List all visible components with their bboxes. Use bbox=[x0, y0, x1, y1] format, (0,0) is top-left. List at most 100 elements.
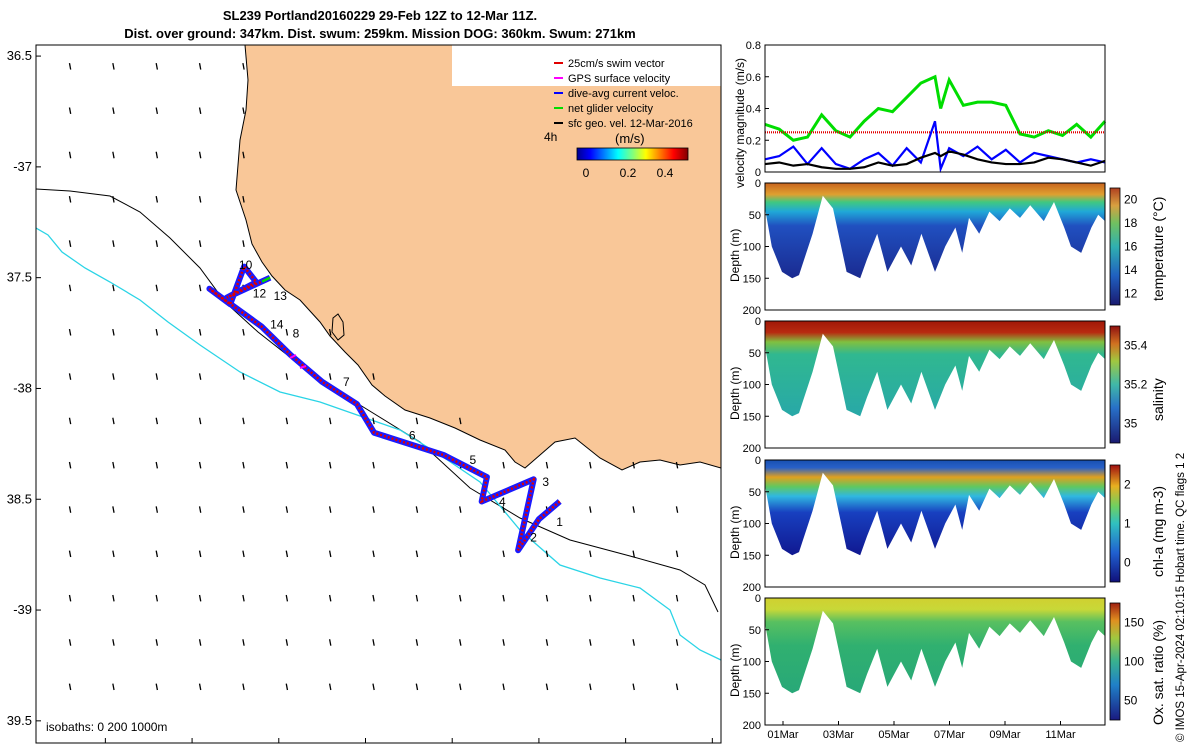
current-arrow bbox=[198, 506, 202, 513]
colorbar-title: (m/s) bbox=[615, 131, 645, 146]
track-day-label: 1 bbox=[556, 515, 563, 529]
current-arrow bbox=[459, 594, 462, 602]
section-panels: 05010015020012141618200501001502003535.2… bbox=[743, 178, 1148, 741]
current-arrow bbox=[112, 328, 115, 336]
date-tick: 09Mar bbox=[989, 729, 1021, 741]
velocity-y-tick: 0.8 bbox=[746, 40, 761, 52]
current-arrow bbox=[242, 373, 245, 380]
current-arrow bbox=[155, 417, 159, 425]
current-arrow bbox=[372, 683, 375, 691]
current-arrow bbox=[112, 594, 115, 602]
current-arrow bbox=[415, 550, 419, 558]
depth-tick: 50 bbox=[749, 625, 761, 637]
section-fill bbox=[765, 321, 1105, 417]
current-arrow bbox=[285, 683, 289, 691]
depth-tick: 150 bbox=[743, 273, 761, 285]
current-arrow bbox=[589, 639, 592, 646]
current-arrow bbox=[502, 594, 505, 602]
glider-track bbox=[206, 263, 562, 554]
isobaths-label: isobaths: 0 200 1000m bbox=[46, 720, 167, 734]
current-arrow bbox=[545, 594, 549, 602]
map-y-tick: 39.5 bbox=[7, 713, 32, 728]
velocity-ylabel: velocity magnitude (m/s) bbox=[733, 57, 747, 188]
current-arrow bbox=[155, 63, 159, 70]
current-arrow bbox=[68, 151, 72, 159]
cbar-tick: 12 bbox=[1124, 286, 1138, 300]
gps-velocity-arrow bbox=[289, 354, 297, 359]
current-arrow bbox=[112, 284, 115, 292]
current-arrow bbox=[285, 639, 289, 646]
current-arrow bbox=[372, 550, 375, 558]
current-arrow bbox=[242, 683, 245, 691]
velocity-series-line bbox=[764, 74, 1107, 142]
section-colorbar bbox=[1109, 464, 1121, 583]
current-arrow bbox=[112, 550, 115, 558]
track-day-label: 5 bbox=[470, 453, 477, 467]
current-arrow bbox=[242, 417, 245, 425]
current-arrow bbox=[198, 550, 202, 558]
current-arrow bbox=[415, 639, 419, 646]
current-arrow bbox=[328, 373, 332, 380]
current-arrow bbox=[589, 594, 592, 602]
current-arrow bbox=[155, 195, 159, 203]
depth-tick: 0 bbox=[755, 316, 761, 328]
current-arrow bbox=[155, 461, 159, 469]
current-arrow bbox=[68, 240, 72, 247]
current-arrow bbox=[198, 240, 202, 247]
current-arrow bbox=[589, 550, 592, 558]
depth-tick: 200 bbox=[743, 720, 761, 732]
time-step-label: 4h bbox=[544, 130, 557, 144]
current-arrow bbox=[198, 328, 202, 336]
track-day-label: 10 bbox=[239, 258, 253, 272]
track-day-label: 3 bbox=[542, 475, 549, 489]
current-arrow bbox=[502, 683, 505, 691]
current-arrow bbox=[198, 594, 202, 602]
current-arrow bbox=[502, 639, 505, 646]
depth-tick: 200 bbox=[743, 443, 761, 455]
current-arrow bbox=[328, 417, 332, 425]
current-arrow bbox=[198, 461, 202, 469]
map-y-tick: -38 bbox=[13, 380, 32, 395]
current-arrow bbox=[155, 107, 159, 114]
legend-sfc: sfc geo. vel. 12-Mar-2016 bbox=[568, 118, 693, 130]
current-arrow bbox=[459, 506, 462, 513]
section-4: 0 50 100 150 200 0 1 2 bbox=[743, 455, 1131, 594]
map-y-tick: -39 bbox=[13, 602, 32, 617]
current-arrow bbox=[68, 506, 72, 513]
current-arrow bbox=[68, 195, 72, 203]
current-arrow bbox=[328, 639, 332, 646]
current-arrow bbox=[112, 107, 115, 114]
track-day-label: 12 bbox=[253, 287, 267, 301]
section-colorbar bbox=[1109, 325, 1121, 444]
current-arrow bbox=[589, 506, 592, 513]
depth-tick: 150 bbox=[743, 411, 761, 423]
current-arrow bbox=[112, 417, 115, 425]
current-arrow bbox=[328, 594, 332, 602]
current-arrow bbox=[155, 240, 159, 247]
current-arrow bbox=[415, 683, 419, 691]
current-arrow bbox=[68, 107, 72, 114]
current-arrow bbox=[68, 328, 72, 336]
current-vector-field bbox=[68, 63, 679, 691]
current-arrow bbox=[198, 107, 202, 114]
map-y-tick: 37.5 bbox=[7, 270, 32, 285]
current-arrow bbox=[632, 506, 635, 513]
current-arrow bbox=[589, 683, 592, 691]
current-arrow bbox=[372, 417, 375, 425]
track-day-label: 2 bbox=[530, 530, 537, 544]
salinity-cbar-label: salinity bbox=[1150, 378, 1166, 421]
current-arrow bbox=[285, 373, 289, 380]
current-arrow bbox=[198, 373, 202, 380]
section-fill bbox=[765, 460, 1105, 556]
track-day-label: 8 bbox=[293, 326, 300, 340]
current-arrow bbox=[285, 461, 289, 469]
current-arrow bbox=[112, 63, 115, 70]
cbar-tick: 16 bbox=[1124, 240, 1138, 254]
temperature-cbar-label: temperature (°C) bbox=[1150, 196, 1166, 301]
current-arrow bbox=[68, 284, 72, 292]
colorbar-tick: 0.4 bbox=[657, 166, 674, 180]
current-arrow bbox=[198, 195, 202, 203]
current-arrow bbox=[198, 683, 202, 691]
